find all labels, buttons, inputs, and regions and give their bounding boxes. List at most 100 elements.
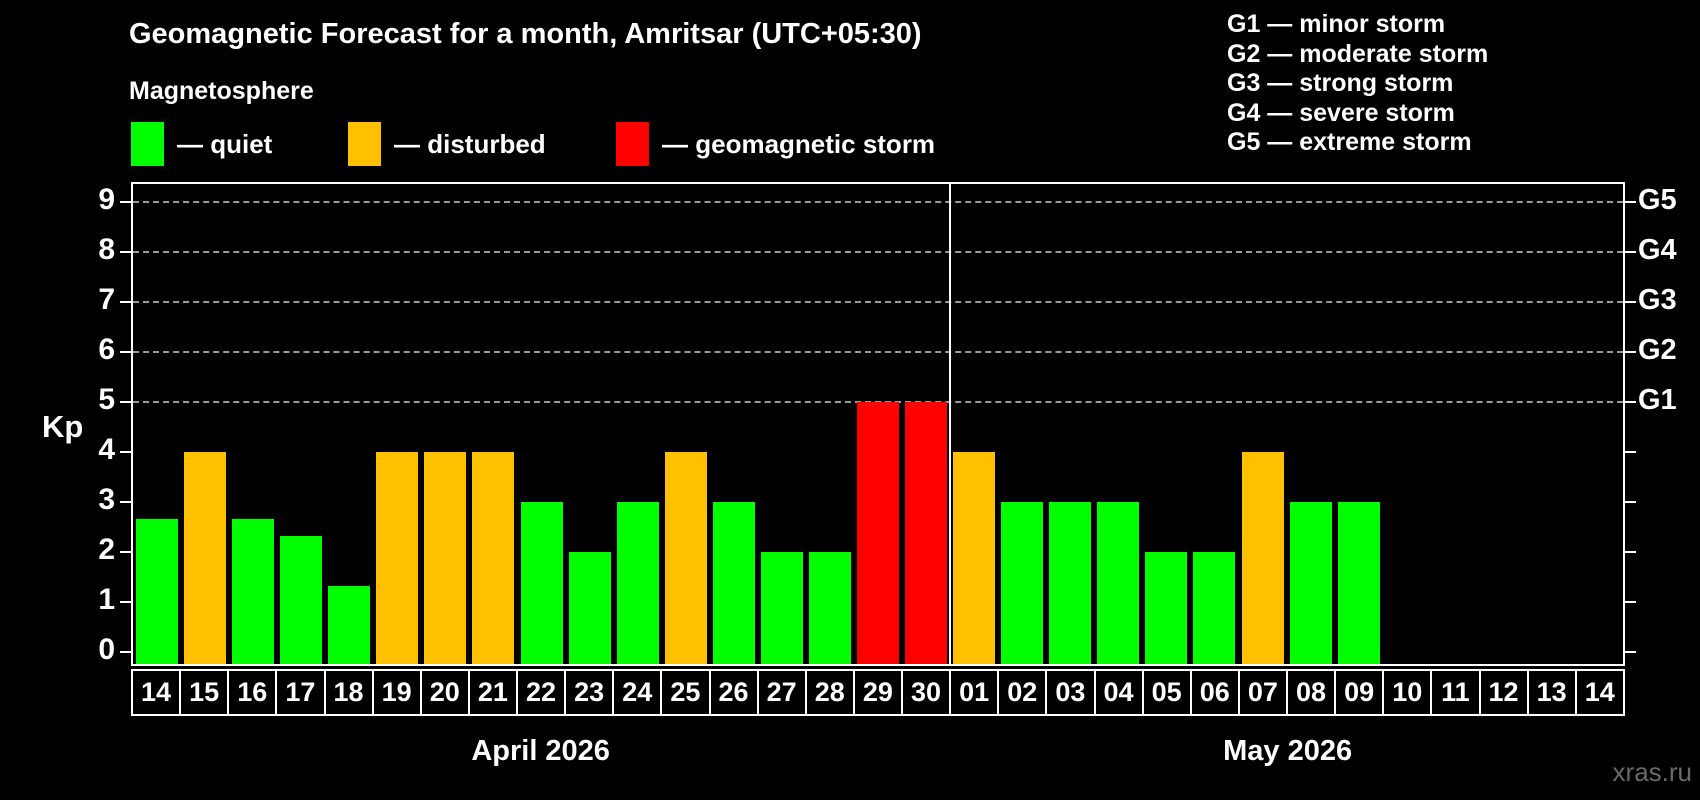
day-label-cell: 30 <box>903 671 952 714</box>
day-label-cell: 10 <box>1384 671 1433 714</box>
day-label-cell: 14 <box>1584 677 1615 707</box>
kp-bar <box>328 585 371 664</box>
gridline <box>133 301 1623 303</box>
y-axis-tick-label: 5 <box>98 383 115 416</box>
day-label-cell: 05 <box>1144 671 1192 714</box>
day-label-cell: 25 <box>662 671 711 714</box>
watermark: xras.ru <box>1612 757 1692 787</box>
kp-bar <box>1241 452 1284 664</box>
kp-bar <box>568 552 611 664</box>
g-axis-label: G5 <box>1638 184 1677 216</box>
day-label-cell: 13 <box>1529 671 1577 714</box>
y-axis-tick-label: 0 <box>98 633 115 666</box>
kp-bar <box>184 452 227 664</box>
y-axis-tick-label: 7 <box>98 283 115 316</box>
y-axis-tick <box>1625 551 1636 553</box>
legend-swatch-disturbed <box>348 122 381 166</box>
y-axis-tick-label: 1 <box>98 583 115 616</box>
day-label-cell: 28 <box>807 671 855 714</box>
g-scale-legend-line: G2 — moderate storm <box>1227 39 1489 68</box>
y-axis-tick-label: 2 <box>98 533 115 566</box>
kp-bar <box>424 452 467 664</box>
day-label-cell: 15 <box>181 671 230 714</box>
day-label-cell: 20 <box>422 671 470 714</box>
y-axis-tick <box>1625 251 1636 253</box>
day-label-cell: 02 <box>999 671 1048 714</box>
y-axis-tick <box>120 251 131 253</box>
day-label-cell: 26 <box>711 671 759 714</box>
g-axis-label: G1 <box>1638 384 1677 416</box>
legend-label-storm: — geomagnetic storm <box>662 129 936 159</box>
g-scale-legend-line: G4 — severe storm <box>1227 98 1455 127</box>
day-label-cell: 12 <box>1481 671 1529 714</box>
gridline <box>133 351 1623 353</box>
kp-bar <box>953 452 996 664</box>
gridline <box>133 251 1623 253</box>
day-label-cell: 08 <box>1288 671 1337 714</box>
y-axis-tick <box>120 351 131 353</box>
y-axis-tick <box>1625 601 1636 603</box>
y-axis-tick <box>1625 201 1636 203</box>
month-label: May 2026 <box>1223 735 1353 767</box>
g-axis-label: G3 <box>1638 284 1677 316</box>
kp-bar <box>1145 552 1188 664</box>
y-axis-tick <box>120 301 131 303</box>
kp-bar <box>232 518 275 664</box>
kp-bar <box>1001 502 1044 664</box>
kp-bar <box>857 402 899 664</box>
day-label-cell: 14 <box>133 671 182 714</box>
g-scale-legend-line: G5 — extreme storm <box>1227 128 1472 156</box>
y-axis-tick-label: 8 <box>98 233 115 266</box>
kp-bar <box>1193 552 1236 664</box>
g-axis-label: G2 <box>1638 334 1677 366</box>
day-label-cell: 17 <box>277 671 326 714</box>
chart-plot-area: 0 1 2 3 4 5 6 7 8 9 G1 G2 G3 G4 G5 <box>98 182 1677 666</box>
y-axis-tick <box>120 601 131 603</box>
day-label-cell: 07 <box>1240 671 1288 714</box>
day-label-cell: 04 <box>1096 671 1144 714</box>
g-scale-legend: G1 — minor storm G2 — moderate storm G3 … <box>1227 10 1488 158</box>
month-label: April 2026 <box>471 735 610 767</box>
kp-bar <box>808 552 851 664</box>
y-axis-tick <box>1625 651 1636 653</box>
day-label-cell: 24 <box>614 671 663 714</box>
magnetosphere-label: Magnetosphere <box>129 77 314 105</box>
g-scale-legend-line: G3 — strong storm <box>1227 69 1454 97</box>
y-axis-tick <box>120 501 131 503</box>
y-axis-tick <box>1625 301 1636 303</box>
y-axis-tick <box>1625 351 1636 353</box>
legend-label-disturbed: — disturbed <box>394 129 546 159</box>
kp-bar <box>905 402 948 664</box>
page-title: Geomagnetic Forecast for a month, Amrits… <box>129 18 922 50</box>
day-label-cell: 29 <box>855 671 903 714</box>
day-label-cell: 19 <box>374 671 422 714</box>
y-axis-tick-label: 4 <box>98 433 115 466</box>
y-axis-tick <box>120 201 131 203</box>
y-axis-tick <box>120 451 131 453</box>
y-axis-tick-label: 9 <box>98 183 115 216</box>
y-axis-tick <box>120 401 131 403</box>
kp-bar <box>1337 502 1380 664</box>
gridline <box>133 201 1623 203</box>
kp-bar <box>616 502 659 664</box>
day-label-cell: 03 <box>1047 671 1096 714</box>
day-label-cell: 06 <box>1192 671 1240 714</box>
day-label-cell: 18 <box>326 671 374 714</box>
kp-bar <box>712 502 755 664</box>
month-separator-line <box>949 184 952 664</box>
day-label-cell: 09 <box>1336 671 1385 714</box>
legend-swatch-quiet <box>131 122 164 166</box>
y-axis-tick <box>1625 401 1636 403</box>
y-axis-tick <box>120 651 131 653</box>
y-axis-tick-label: 3 <box>98 483 115 516</box>
kp-bar <box>760 552 803 664</box>
kp-bar <box>520 502 563 664</box>
legend-label-quiet: — quiet <box>177 129 273 159</box>
y-axis-tick <box>1625 501 1636 503</box>
legend-swatch-storm <box>616 122 649 166</box>
y-axis-tick-label: 6 <box>98 333 115 366</box>
day-label-cell: 16 <box>229 671 278 714</box>
day-label-cell: 23 <box>566 671 615 714</box>
day-label-cell: 01 <box>951 671 1000 714</box>
day-label-cell: 22 <box>518 671 567 714</box>
